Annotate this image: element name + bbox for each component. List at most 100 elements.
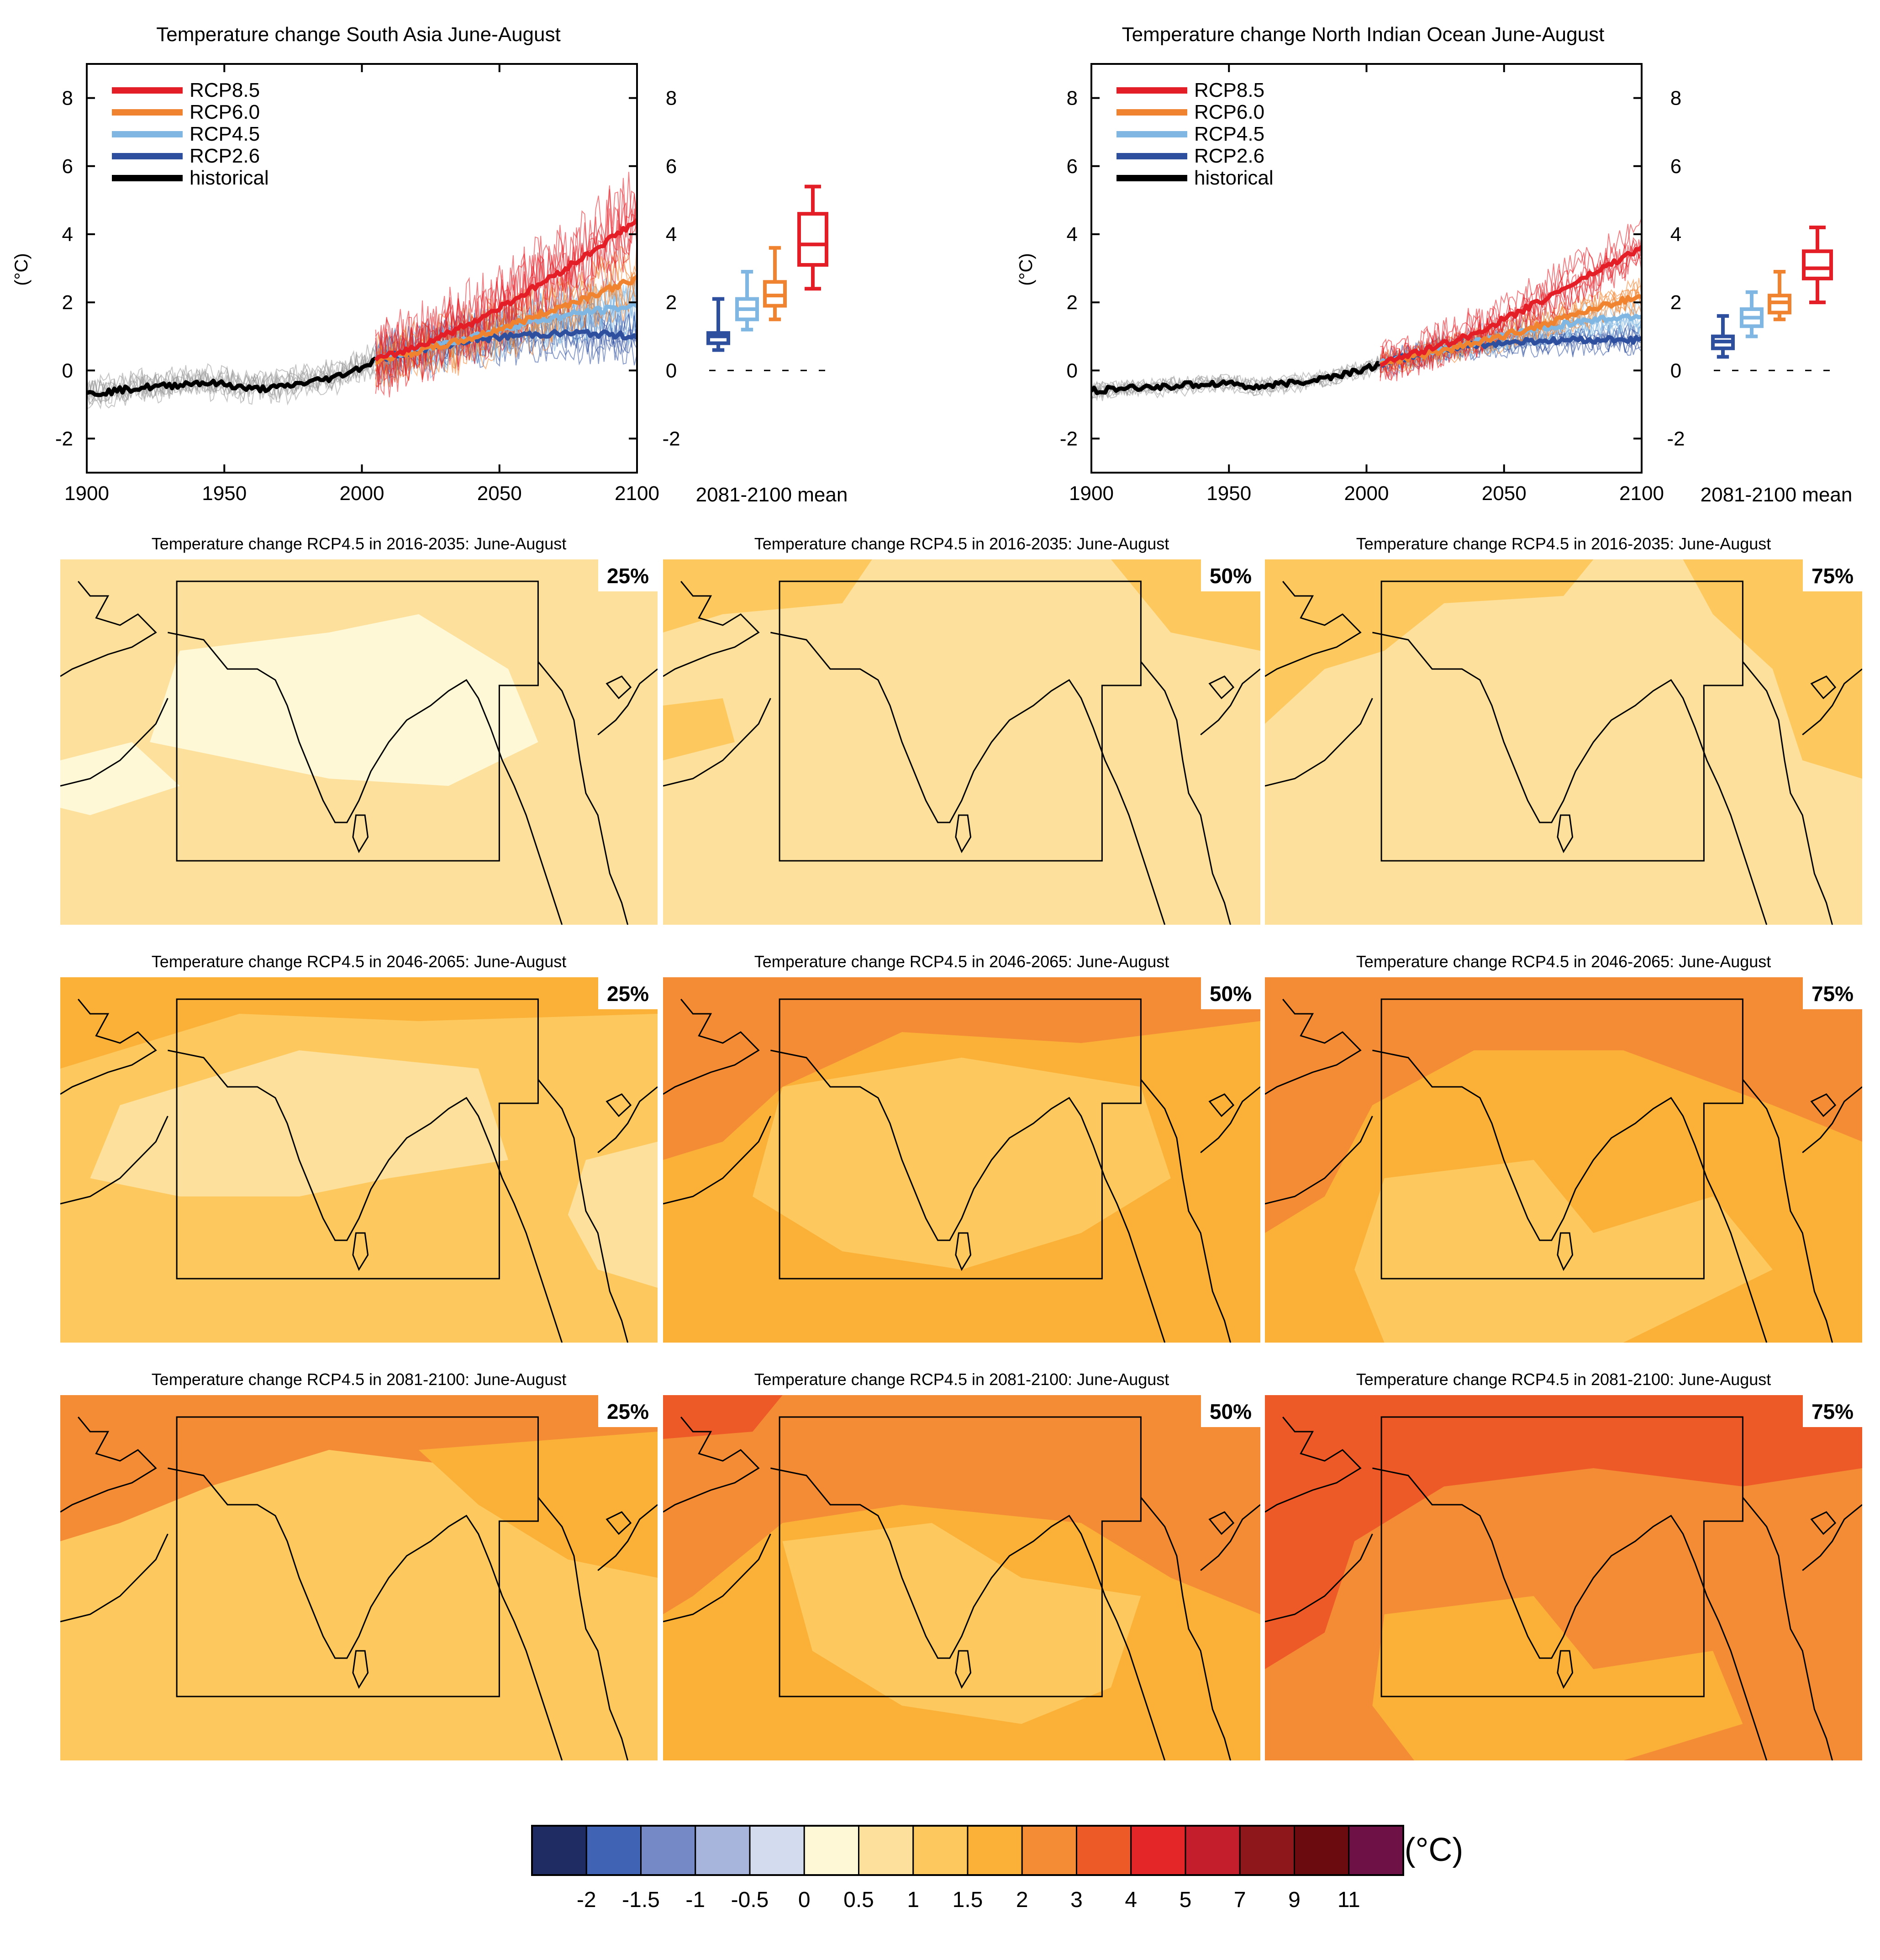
map-contour-region bbox=[60, 977, 658, 1069]
coastline bbox=[168, 1049, 563, 1343]
timeseries-panel-south-asia: Temperature change South Asia June-Augus… bbox=[11, 23, 848, 506]
percentile-badge bbox=[1803, 559, 1862, 591]
map-contour-region bbox=[568, 1142, 658, 1288]
region-outline bbox=[1380, 1416, 1743, 1697]
map-panel: Temperature change RCP4.5 in 2046-2065: … bbox=[1265, 952, 1862, 1343]
y-tick-label: 4 bbox=[62, 223, 73, 246]
colorbar-swatch bbox=[967, 1825, 1023, 1876]
colorbar-swatch bbox=[640, 1825, 696, 1876]
coastline bbox=[1140, 1079, 1232, 1343]
colorbar-tick-label: 1.5 bbox=[953, 1888, 983, 1912]
map-panel: Temperature change RCP4.5 in 2081-2100: … bbox=[663, 1370, 1260, 1760]
colorbar-swatch bbox=[585, 1825, 642, 1876]
coastline bbox=[1200, 668, 1260, 736]
map-title: Temperature change RCP4.5 in 2016-2035: … bbox=[754, 534, 1169, 553]
y-axis-label: (°C) bbox=[11, 253, 32, 286]
map-contour-region bbox=[1372, 1596, 1743, 1760]
percentile-badge bbox=[598, 1395, 658, 1427]
coastline bbox=[663, 1417, 760, 1513]
map-contour-region bbox=[1265, 1395, 1862, 1669]
coastline bbox=[60, 1417, 157, 1513]
map-title: Temperature change RCP4.5 in 2016-2035: … bbox=[1356, 534, 1771, 553]
coastline bbox=[1802, 668, 1862, 736]
box-plots-2081-2100 bbox=[1711, 226, 1833, 371]
colorbar-unit: (°C) bbox=[1405, 1832, 1464, 1868]
map-field bbox=[663, 1395, 1260, 1760]
map-contour-region bbox=[60, 742, 180, 815]
percentile-label: 50% bbox=[1210, 564, 1252, 588]
coastline bbox=[597, 1086, 658, 1154]
box-plots-2081-2100 bbox=[706, 184, 828, 371]
coastline bbox=[1265, 581, 1362, 677]
y-tick-label: 0 bbox=[1067, 359, 1078, 382]
coastline bbox=[537, 1079, 629, 1343]
map-contour-region bbox=[663, 1395, 783, 1439]
series-mean-rcp85 bbox=[374, 218, 637, 362]
coastline bbox=[1742, 1079, 1833, 1343]
map-contour-region bbox=[753, 1058, 1171, 1270]
island-outline bbox=[1208, 1511, 1235, 1535]
map-contour-region bbox=[1354, 1160, 1773, 1343]
y-tick-label: 2 bbox=[666, 291, 677, 314]
percentile-label: 25% bbox=[607, 982, 649, 1006]
colorbar-swatch bbox=[858, 1825, 914, 1876]
island-outline bbox=[1557, 814, 1574, 854]
coastline bbox=[60, 581, 157, 677]
legend-label: RCP2.6 bbox=[190, 145, 260, 167]
colorbar-tick-label: -1 bbox=[685, 1888, 705, 1912]
x-tick-label: 2100 bbox=[1619, 482, 1664, 505]
y-tick-label: 6 bbox=[666, 155, 677, 178]
y-tick-label: 4 bbox=[1670, 223, 1681, 246]
map-grid: Temperature change RCP4.5 in 2016-2035: … bbox=[60, 534, 1862, 1760]
map-panel: Temperature change RCP4.5 in 2016-2035: … bbox=[60, 534, 658, 925]
colorbar-tick-label: -1.5 bbox=[622, 1888, 660, 1912]
coastline bbox=[1802, 1086, 1862, 1154]
ensemble-member-historical bbox=[1091, 361, 1380, 395]
coastline bbox=[1140, 1497, 1232, 1760]
region-outline bbox=[1380, 998, 1743, 1280]
coastline bbox=[1140, 661, 1232, 925]
x-tick-label: 1950 bbox=[202, 482, 247, 505]
map-panel: Temperature change RCP4.5 in 2081-2100: … bbox=[1265, 1370, 1862, 1760]
map-contour-region bbox=[1683, 559, 1862, 779]
coastline bbox=[1372, 632, 1768, 925]
island-outline bbox=[955, 814, 972, 854]
colorbar-swatch bbox=[695, 1825, 751, 1876]
colorbar-tick-label: 1 bbox=[907, 1888, 919, 1912]
timeseries-panel-north-indian-ocean: Temperature change North Indian Ocean Ju… bbox=[1016, 23, 1852, 506]
percentile-label: 50% bbox=[1210, 982, 1252, 1006]
colorbar-tick-label: 3 bbox=[1070, 1888, 1083, 1912]
coastline bbox=[537, 661, 629, 925]
y-tick-label: -2 bbox=[662, 427, 680, 450]
island-outline bbox=[606, 1511, 632, 1535]
map-field bbox=[663, 977, 1260, 1343]
coastline bbox=[1802, 1504, 1862, 1571]
coastline bbox=[1265, 999, 1362, 1095]
x-tick-label: 2100 bbox=[615, 482, 659, 505]
colorbar-swatch bbox=[803, 1825, 859, 1876]
colorbar-tick-label: -2 bbox=[577, 1888, 596, 1912]
percentile-badge bbox=[1201, 1395, 1260, 1427]
coastline bbox=[60, 698, 169, 787]
region-outline bbox=[176, 1416, 539, 1697]
legend-label: historical bbox=[190, 167, 269, 189]
island-outline bbox=[352, 1232, 369, 1271]
coastline bbox=[1200, 1086, 1260, 1154]
map-title: Temperature change RCP4.5 in 2081-2100: … bbox=[152, 1370, 567, 1389]
y-tick-label: -2 bbox=[1060, 427, 1078, 450]
percentile-label: 75% bbox=[1812, 564, 1854, 588]
box-iqr-rcp85 bbox=[1802, 249, 1833, 280]
island-outline bbox=[352, 814, 369, 854]
map-field bbox=[1265, 1395, 1862, 1760]
map-title: Temperature change RCP4.5 in 2081-2100: … bbox=[754, 1370, 1169, 1389]
map-title: Temperature change RCP4.5 in 2081-2100: … bbox=[1356, 1370, 1771, 1389]
coastline bbox=[1742, 661, 1833, 925]
percentile-label: 25% bbox=[607, 1400, 649, 1423]
percentile-badge bbox=[598, 977, 658, 1009]
series-mean-rcp60 bbox=[375, 275, 637, 365]
series-mean-historical bbox=[1091, 361, 1382, 395]
y-tick-label: 0 bbox=[62, 359, 73, 382]
coastline bbox=[663, 1533, 771, 1623]
colorbar-swatch bbox=[1130, 1825, 1186, 1876]
